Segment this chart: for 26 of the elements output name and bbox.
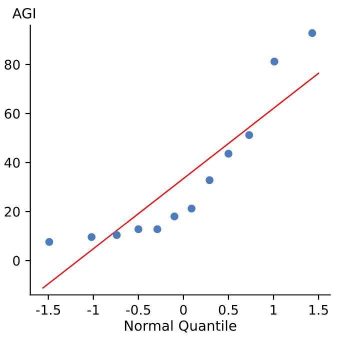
point — [134, 225, 142, 234]
point — [188, 204, 196, 213]
x-axis-title: Normal Quantile — [124, 320, 236, 332]
x-tick-label: -1.5 — [36, 305, 60, 315]
point — [224, 150, 232, 158]
x-tick-label: 0 — [180, 304, 187, 315]
x-tick-label: 0.5 — [218, 304, 238, 315]
point — [112, 231, 121, 240]
y-tick-label: 0 — [13, 256, 20, 266]
x-tick-label: 1.5 — [310, 305, 328, 315]
point — [270, 58, 278, 66]
x-tick-label: -0.5 — [126, 304, 150, 315]
x-tick-label: 1 — [270, 305, 276, 315]
point — [308, 29, 316, 38]
x-tick-label: -1 — [87, 305, 99, 315]
point — [153, 225, 162, 234]
y-axis-title: AGI — [12, 8, 36, 19]
y-tick-label: 80 — [4, 60, 20, 70]
point — [170, 212, 178, 220]
y-tick-label: 20 — [4, 206, 20, 217]
point — [88, 233, 96, 241]
point — [45, 238, 54, 246]
y-tick-label: 60 — [4, 108, 20, 119]
point — [206, 176, 214, 184]
y-tick-label: 40 — [4, 158, 20, 168]
point — [245, 131, 254, 140]
